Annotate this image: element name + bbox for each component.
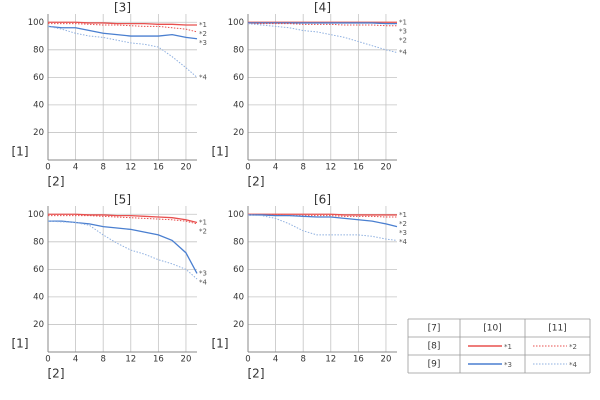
series-label: *4 — [199, 73, 208, 81]
series-label: *2 — [199, 228, 207, 236]
x-tick-label: 0 — [45, 355, 50, 365]
y-axis-label: [1] — [212, 145, 229, 159]
series-line — [48, 213, 198, 224]
x-tick-label: 20 — [181, 163, 192, 173]
series-label: *4 — [399, 49, 408, 57]
x-tick-label: 4 — [273, 163, 278, 173]
y-tick-label: 60 — [233, 265, 244, 275]
x-axis-label: [2] — [248, 367, 265, 381]
y-tick-label: 60 — [33, 73, 44, 83]
series-label: *1 — [399, 18, 407, 26]
y-tick-label: 100 — [228, 210, 244, 220]
series-label: *3 — [399, 229, 407, 237]
chart-title: [3] — [114, 1, 131, 15]
legend-label: *4 — [569, 361, 578, 369]
series-line — [48, 21, 197, 26]
series-label: *4 — [399, 238, 408, 246]
y-tick-label: 60 — [233, 73, 244, 83]
chart-title: [6] — [314, 193, 331, 207]
y-tick-label: 40 — [233, 292, 244, 302]
x-tick-label: 16 — [153, 163, 164, 173]
legend-label: *1 — [504, 343, 512, 351]
x-axis-label: [2] — [248, 175, 265, 189]
table-header: [10] — [483, 324, 501, 334]
y-tick-label: 60 — [33, 265, 44, 275]
series-line — [48, 23, 198, 33]
legend-label: *2 — [569, 343, 577, 351]
y-tick-label: 100 — [228, 18, 244, 28]
x-tick-label: 16 — [353, 355, 364, 365]
series-line — [248, 22, 397, 25]
series-label: *3 — [399, 27, 407, 35]
y-axis-label: [1] — [212, 337, 229, 351]
x-tick-label: 0 — [245, 163, 250, 173]
x-axis-label: [2] — [48, 175, 65, 189]
x-tick-label: 4 — [273, 355, 278, 365]
series-line — [48, 220, 198, 274]
y-tick-label: 20 — [33, 128, 44, 138]
x-tick-label: 12 — [325, 163, 336, 173]
x-tick-label: 12 — [125, 163, 136, 173]
series-line — [247, 214, 398, 241]
series-line — [47, 25, 198, 78]
x-tick-label: 20 — [381, 163, 392, 173]
y-axis-label: [1] — [12, 337, 29, 351]
series-label: *2 — [199, 30, 207, 38]
x-tick-label: 16 — [353, 163, 364, 173]
series-line — [247, 23, 398, 54]
series-label: *1 — [199, 219, 207, 227]
x-tick-label: 0 — [45, 163, 50, 173]
x-tick-label: 8 — [300, 163, 305, 173]
y-tick-label: 100 — [28, 18, 44, 28]
series-label: *3 — [199, 39, 207, 47]
x-tick-label: 0 — [245, 355, 250, 365]
y-tick-label: 100 — [28, 210, 44, 220]
x-tick-label: 20 — [181, 355, 192, 365]
chart-title: [4] — [314, 1, 331, 15]
x-tick-label: 12 — [325, 355, 336, 365]
series-label: *1 — [199, 21, 207, 29]
series-line — [248, 214, 398, 228]
series-line — [48, 215, 198, 225]
legend-label: *3 — [504, 361, 512, 369]
series-line — [47, 25, 198, 40]
y-tick-label: 80 — [233, 45, 244, 55]
y-tick-label: 40 — [233, 100, 244, 110]
series-line — [248, 23, 397, 27]
x-tick-label: 8 — [100, 163, 105, 173]
series-label: *3 — [199, 269, 207, 277]
x-tick-label: 8 — [300, 355, 305, 365]
series-label: *2 — [399, 220, 407, 228]
x-tick-label: 4 — [73, 355, 78, 365]
series-line — [248, 213, 397, 216]
table-header: [11] — [548, 324, 566, 334]
row-label: [8] — [428, 342, 441, 352]
x-tick-label: 12 — [125, 355, 136, 365]
series-label: *2 — [399, 36, 407, 44]
x-tick-label: 8 — [100, 355, 105, 365]
row-label: [9] — [428, 360, 441, 370]
chart-title: [5] — [114, 193, 131, 207]
y-axis-label: [1] — [12, 145, 29, 159]
series-label: *4 — [199, 278, 208, 286]
x-tick-label: 16 — [153, 355, 164, 365]
y-tick-label: 80 — [33, 45, 44, 55]
y-tick-label: 80 — [33, 237, 44, 247]
y-tick-label: 20 — [233, 128, 244, 138]
y-tick-label: 20 — [33, 320, 44, 330]
y-tick-label: 40 — [33, 100, 44, 110]
y-tick-label: 80 — [233, 237, 244, 247]
x-axis-label: [2] — [48, 367, 65, 381]
series-label: *1 — [399, 211, 407, 219]
y-tick-label: 20 — [233, 320, 244, 330]
table-header: [7] — [428, 324, 441, 334]
series-line — [47, 220, 198, 280]
x-tick-label: 20 — [381, 355, 392, 365]
y-tick-label: 40 — [33, 292, 44, 302]
x-tick-label: 4 — [73, 163, 78, 173]
